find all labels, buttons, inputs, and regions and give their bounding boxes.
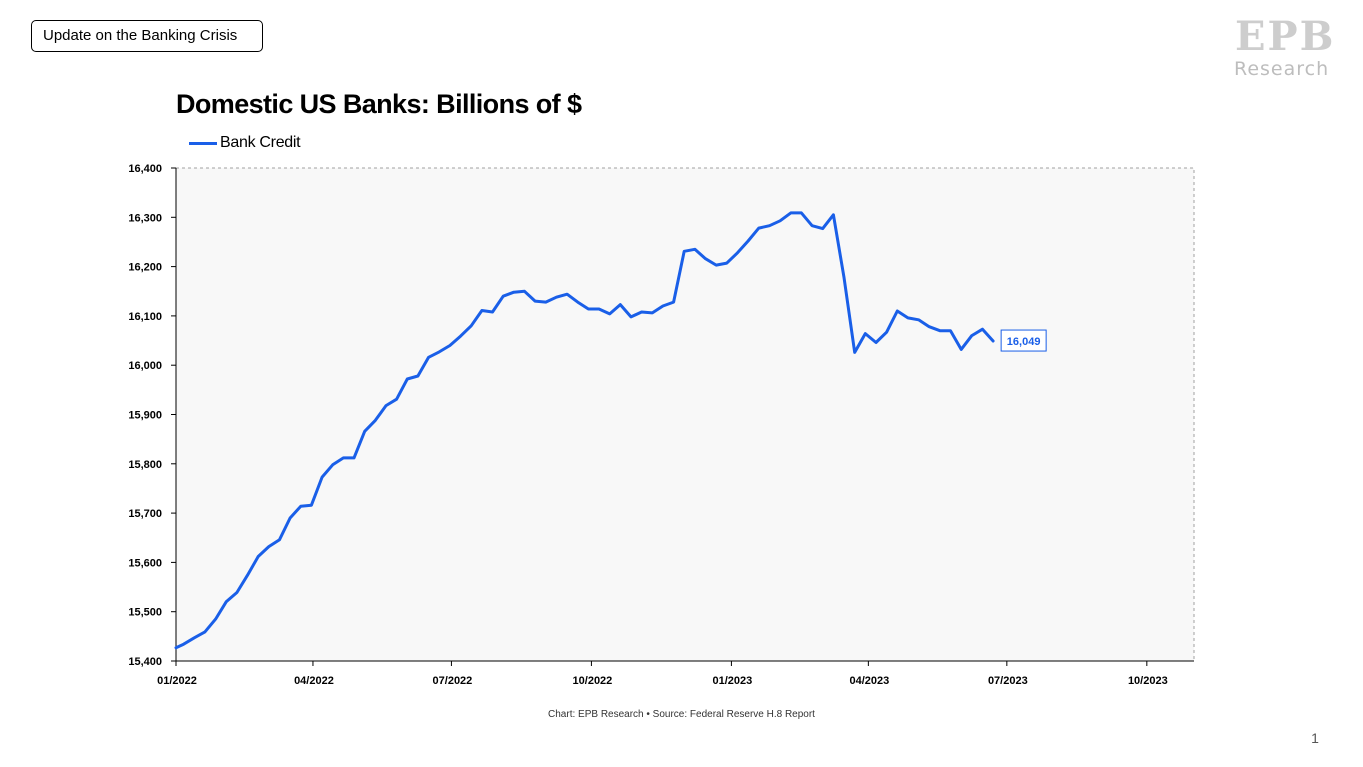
epb-research-logo: E P B Research <box>1232 13 1334 81</box>
end-value-label: 16,049 <box>1000 329 1047 352</box>
x-tick-label: 01/2022 <box>157 675 197 687</box>
legend-label-bank-credit: Bank Credit <box>220 134 301 151</box>
end-value-text: 16,049 <box>1007 336 1041 348</box>
slide-number: 1 <box>1311 730 1319 746</box>
x-tick-label: 04/2022 <box>294 675 334 687</box>
series-line-bank-credit <box>174 211 995 650</box>
plot-border-dashed <box>176 167 1195 661</box>
logo-letter-p: P <box>1267 13 1298 60</box>
source-note: Chart: EPB Research • Source: Federal Re… <box>548 709 815 720</box>
legend-swatch-bank-credit <box>189 141 217 145</box>
y-tick-label: 16,100 <box>128 311 162 323</box>
y-tick-label: 15,500 <box>128 607 162 619</box>
y-tick-label: 15,900 <box>128 410 162 422</box>
deck-tag: Update on the Banking Crisis <box>31 20 263 52</box>
y-tick-label: 15,400 <box>128 656 162 668</box>
x-tick-label: 04/2023 <box>849 675 889 687</box>
chart-legend: Bank Credit <box>189 132 301 154</box>
x-tick-label: 07/2022 <box>433 675 473 687</box>
logo-word: Research <box>1234 58 1330 80</box>
y-tick-label: 16,400 <box>128 163 162 175</box>
end-value-box <box>1000 329 1047 352</box>
chart-title: Domestic US Banks: Billions of $ <box>176 89 582 119</box>
y-tick-label: 15,800 <box>128 459 162 471</box>
y-tick-label: 16,000 <box>128 360 162 372</box>
y-tick-label: 16,300 <box>128 212 162 224</box>
plot-area <box>176 168 1194 661</box>
logo-letter-e: E <box>1235 13 1266 60</box>
x-tick-label: 10/2022 <box>573 675 613 687</box>
logo-letter-b: B <box>1299 13 1334 60</box>
x-tick-label: 07/2023 <box>988 675 1028 687</box>
y-tick-label: 15,600 <box>128 557 162 569</box>
x-tick-label: 10/2023 <box>1128 675 1168 687</box>
x-tick-label: 01/2023 <box>713 675 753 687</box>
logo-letters: E P B <box>1235 13 1334 60</box>
y-tick-label: 15,700 <box>128 508 162 520</box>
y-tick-label: 16,200 <box>128 262 162 274</box>
